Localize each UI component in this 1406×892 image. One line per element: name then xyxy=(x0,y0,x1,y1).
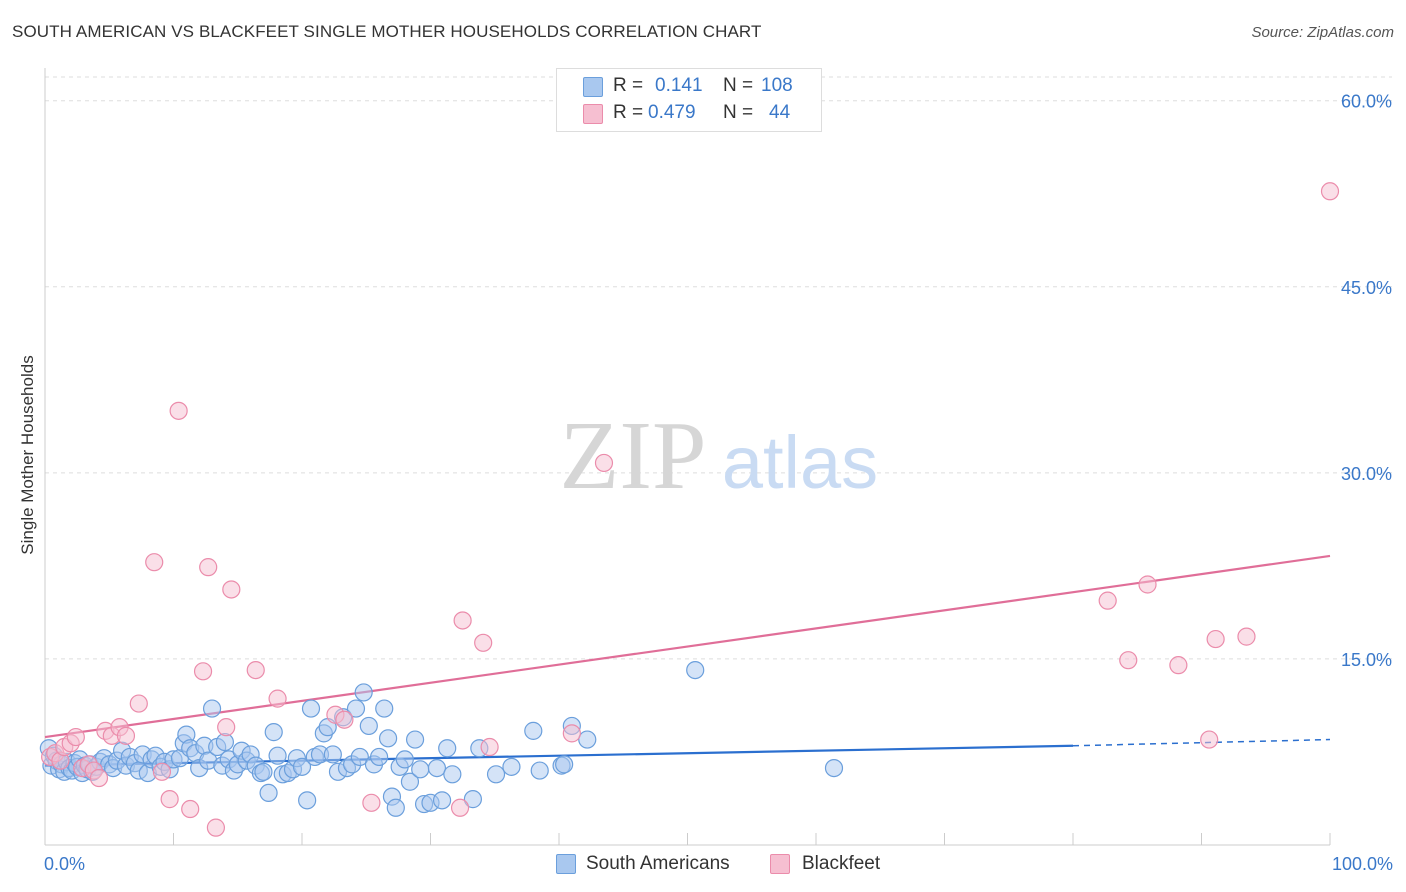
swatch-south-americans xyxy=(583,77,603,97)
legend-label-blackfeet: Blackfeet xyxy=(802,853,881,874)
point-blackfeet xyxy=(480,737,499,757)
point-blackfeet xyxy=(193,662,213,681)
point-south-americans xyxy=(268,746,287,765)
r-value: 0.141 xyxy=(655,75,703,96)
x-tick-label: 0.0% xyxy=(44,854,85,874)
point-south-americans xyxy=(578,730,597,749)
point-blackfeet xyxy=(1119,651,1138,670)
point-south-americans xyxy=(259,783,278,803)
point-south-americans xyxy=(524,721,543,740)
stats-legend: R = 0.141 N = 108 R = 0.479 N = 44 xyxy=(556,68,822,132)
point-south-americans xyxy=(405,730,425,749)
point-south-americans xyxy=(354,683,373,702)
point-blackfeet xyxy=(217,718,236,737)
n-label: N = xyxy=(723,75,754,96)
point-blackfeet xyxy=(66,727,85,747)
point-blackfeet xyxy=(169,401,188,420)
n-value: 108 xyxy=(761,75,793,96)
trend-line-south-americans-extension xyxy=(1072,738,1331,747)
axes xyxy=(44,68,1331,846)
point-blackfeet xyxy=(450,798,470,817)
tick-labels: 15.0% 30.0% 45.0% 60.0% 0.0% 100.0% xyxy=(44,92,1393,874)
point-blackfeet xyxy=(181,799,200,819)
source-attribution: Source: ZipAtlas.com xyxy=(1251,24,1394,41)
r-label: R = xyxy=(613,102,644,123)
point-blackfeet xyxy=(1206,629,1225,649)
legend-label-south-americans: South Americans xyxy=(586,853,730,874)
point-blackfeet xyxy=(222,580,241,599)
y-tick-label: 30.0% xyxy=(1341,464,1392,484)
point-blackfeet xyxy=(335,710,354,729)
point-south-americans xyxy=(400,772,420,791)
point-south-americans xyxy=(350,747,369,767)
point-south-americans xyxy=(298,791,317,810)
point-blackfeet xyxy=(145,553,164,572)
point-south-americans xyxy=(395,750,414,769)
point-south-americans xyxy=(378,729,398,748)
point-south-americans xyxy=(370,747,389,767)
point-blackfeet xyxy=(453,611,472,630)
point-blackfeet xyxy=(268,689,287,708)
point-south-americans xyxy=(386,798,405,817)
point-blackfeet xyxy=(89,768,109,788)
point-south-americans xyxy=(486,765,506,784)
watermark-zip: ZIP xyxy=(560,402,707,510)
point-south-americans xyxy=(502,757,521,776)
point-south-americans xyxy=(463,790,483,809)
point-blackfeet xyxy=(116,726,136,745)
point-south-americans xyxy=(375,699,394,718)
trend-line-blackfeet xyxy=(44,554,1331,739)
legend-swatch-blackfeet xyxy=(770,854,790,874)
r-label: R = xyxy=(613,75,644,96)
point-blackfeet xyxy=(362,793,381,812)
data-points xyxy=(39,182,1340,837)
point-south-americans xyxy=(438,739,457,758)
y-tick-label: 15.0% xyxy=(1341,650,1392,670)
point-blackfeet xyxy=(1237,627,1256,646)
point-blackfeet xyxy=(246,660,265,680)
point-south-americans xyxy=(686,660,705,680)
point-south-americans xyxy=(301,699,321,718)
point-blackfeet xyxy=(1138,575,1157,594)
legend-swatch-south-americans xyxy=(556,854,576,874)
watermark: ZIP atlas xyxy=(560,402,879,510)
point-blackfeet xyxy=(1098,591,1117,610)
n-value: 44 xyxy=(769,102,791,123)
chart-title: SOUTH AMERICAN VS BLACKFEET SINGLE MOTHE… xyxy=(12,22,762,41)
point-blackfeet xyxy=(1200,730,1219,749)
point-blackfeet xyxy=(474,633,493,652)
point-blackfeet xyxy=(152,762,172,781)
point-south-americans xyxy=(443,765,462,784)
point-south-americans xyxy=(432,791,452,810)
point-south-americans xyxy=(254,762,273,781)
point-south-americans xyxy=(824,758,844,778)
point-south-americans xyxy=(292,757,312,776)
point-south-americans xyxy=(411,760,430,779)
point-south-americans xyxy=(555,755,574,774)
point-south-americans xyxy=(202,699,222,718)
point-blackfeet xyxy=(1169,656,1188,675)
point-blackfeet xyxy=(160,790,179,809)
point-south-americans xyxy=(264,723,283,742)
point-south-americans xyxy=(323,745,342,764)
gridlines xyxy=(45,76,1392,660)
point-blackfeet xyxy=(1320,182,1340,201)
point-blackfeet xyxy=(206,818,226,837)
n-label: N = xyxy=(723,102,754,123)
point-blackfeet xyxy=(129,694,148,713)
x-tick-label: 100.0% xyxy=(1332,854,1393,874)
swatch-blackfeet xyxy=(583,104,603,124)
r-value: 0.479 xyxy=(648,102,696,123)
point-blackfeet xyxy=(562,724,581,743)
watermark-atlas: atlas xyxy=(722,421,878,504)
y-tick-label: 45.0% xyxy=(1341,278,1392,298)
point-south-americans xyxy=(346,699,366,718)
point-blackfeet xyxy=(199,558,218,577)
point-south-americans xyxy=(530,761,549,780)
y-tick-label: 60.0% xyxy=(1341,92,1392,112)
point-south-americans xyxy=(427,758,447,778)
point-south-americans xyxy=(359,716,378,736)
point-blackfeet xyxy=(594,453,614,473)
